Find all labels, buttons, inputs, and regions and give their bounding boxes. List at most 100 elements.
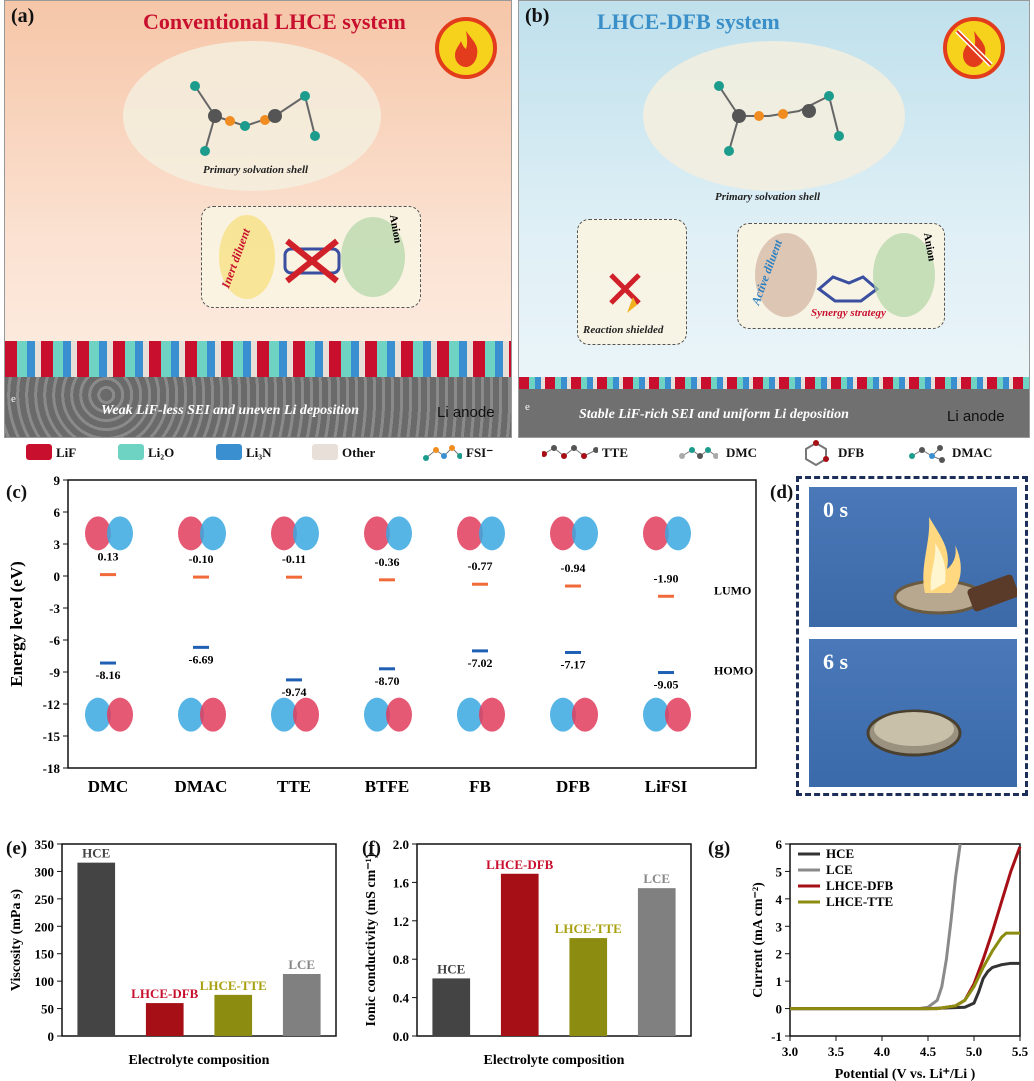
panel-a-schematic: (a) Conventional LHCE system Primary sol… xyxy=(4,0,512,438)
y-tick-label-c: -15 xyxy=(43,729,61,744)
solvation-cluster-icon xyxy=(190,81,320,156)
conductivity-bar-chart: 0.0 0.4 0.8 1.2 1.6 2.0 Ionic conductivity (mS… xyxy=(364,837,692,1068)
bar-e xyxy=(282,974,321,1036)
bar-label-f: LHCE-DFB xyxy=(486,857,554,872)
legend-swatch-li3n xyxy=(216,444,242,460)
y-tick-label-f: 1.2 xyxy=(393,914,409,929)
lumo-value-label: -0.36 xyxy=(375,555,400,569)
bar-label-e: LHCE-DFB xyxy=(131,986,199,1001)
category-label-c: DMAC xyxy=(175,777,228,796)
legend-label-dfb: DFB xyxy=(838,445,864,460)
y-tick-label-e: 300 xyxy=(35,864,55,879)
plot-frame-c xyxy=(67,479,757,769)
x-tick-label-g: 3.5 xyxy=(828,1044,845,1059)
legend-swatch-li2o xyxy=(118,444,144,460)
bar-f xyxy=(637,888,676,1036)
bar-f xyxy=(569,938,608,1036)
x-tick-label-g: 5.5 xyxy=(1012,1044,1029,1059)
panel-c-label: (c) xyxy=(6,482,28,503)
y-tick-label-g: 6 xyxy=(776,837,783,852)
y-axis-label-g: Current (mA cm⁻²) xyxy=(751,882,766,998)
dmc-molecule-icon xyxy=(679,447,718,459)
panel-e-label: (e) xyxy=(6,838,28,859)
y-tick-label-c: -18 xyxy=(43,761,61,776)
y-tick-label-g: 1 xyxy=(776,974,783,989)
y-axis-label-f: Ionic conductivity (mS cm⁻¹) xyxy=(364,853,379,1026)
bar-e xyxy=(77,862,116,1036)
viscosity-bar-chart: 0 50 100 150 200 250 300 350 Viscosity (mPa s) El… xyxy=(9,837,337,1068)
reaction-shielded-label: Reaction shielded xyxy=(583,324,664,336)
y-tick-label-g: 0 xyxy=(776,1002,783,1017)
x-tick-label-g: 4.5 xyxy=(920,1044,937,1059)
lumo-orbital-lobe xyxy=(386,516,412,551)
homo-orbital-lobe xyxy=(271,697,297,732)
lumo-orbital-lobe xyxy=(643,516,669,551)
y-tick-label-c: 6 xyxy=(54,505,61,520)
legend-label-g: LCE xyxy=(826,862,853,877)
homo-value-label: -9.05 xyxy=(654,678,679,692)
series-line-g xyxy=(790,961,1020,1011)
x-tick-label-g: 4.0 xyxy=(874,1044,890,1059)
crossed-handshake-icon xyxy=(283,238,341,284)
bar-label-e: HCE xyxy=(82,846,110,861)
y-tick-label-e: 150 xyxy=(35,947,55,962)
photo-6s: 6 s xyxy=(809,639,1017,787)
homo-value-label: -8.70 xyxy=(375,674,400,688)
homo-orbital-lobe xyxy=(293,697,319,732)
homo-orbital-lobe xyxy=(85,697,111,732)
tte-molecule-icon xyxy=(542,445,598,459)
lumo-orbital-lobe xyxy=(271,516,297,551)
y-tick-label-c: -9 xyxy=(49,665,60,680)
lumo-value-label: -0.10 xyxy=(189,552,214,566)
y-tick-label-c: 9 xyxy=(54,473,61,488)
homo-orbital-lobe xyxy=(665,697,691,732)
lumo-orbital-lobe xyxy=(364,516,390,551)
bar-f xyxy=(432,978,471,1036)
y-tick-label-f: 0.0 xyxy=(393,1029,409,1044)
handshake-icon xyxy=(816,275,880,303)
sei-layer-a xyxy=(5,341,511,377)
solvation-cluster-icon-b xyxy=(714,81,844,156)
lumo-orbital-lobe xyxy=(200,516,226,551)
lumo-value-label: -0.94 xyxy=(561,561,586,575)
lumo-orbital-lobe xyxy=(550,516,576,551)
lumo-series-label: LUMO xyxy=(714,583,751,597)
series-line-g xyxy=(790,931,1020,1011)
legend-label-g: HCE xyxy=(826,846,854,861)
legend-label-fsi: FSI⁻ xyxy=(466,445,494,460)
homo-orbital-lobe xyxy=(643,697,669,732)
panel-f-label: (f) xyxy=(362,838,381,859)
shell-caption-a: Primary solvation shell xyxy=(203,164,309,176)
legend-label-other: Other xyxy=(342,445,376,460)
category-label-c: DMC xyxy=(88,777,129,796)
photo-time-0s: 0 s xyxy=(823,497,849,522)
homo-value-label: -9.74 xyxy=(282,685,307,699)
category-label-c: TTE xyxy=(277,777,311,796)
sei-layer-b xyxy=(519,377,1029,389)
homo-orbital-lobe xyxy=(107,697,133,732)
bar-label-f: LCE xyxy=(643,871,670,886)
panel-a-title: Conventional LHCE system xyxy=(143,9,406,34)
anode-label-b: Li anode xyxy=(947,408,1005,425)
y-tick-label-g: 4 xyxy=(776,892,783,907)
lumo-orbital-lobe xyxy=(178,516,204,551)
lumo-orbital-lobe xyxy=(457,516,483,551)
panel-g-label: (g) xyxy=(708,838,731,859)
y-tick-label-e: 200 xyxy=(35,919,55,934)
x-axis-label-f: Electrolyte composition xyxy=(484,1053,625,1068)
y-tick-label-e: 350 xyxy=(35,837,55,852)
lumo-orbital-lobe xyxy=(107,516,133,551)
legend-label-g: LHCE-DFB xyxy=(826,878,894,893)
homo-value-label: -7.02 xyxy=(468,656,493,670)
species-legend: LiF Li₂O Li₃N Other FSI⁻ TTE DMC DFB DMA… xyxy=(0,440,1034,468)
legend-swatch-other xyxy=(312,444,338,460)
legend-label-dmac: DMAC xyxy=(952,445,993,460)
homo-series-label: HOMO xyxy=(714,664,753,678)
y-tick-label-f: 0.8 xyxy=(393,952,410,967)
shield-cross-icon xyxy=(609,273,641,313)
lumo-orbital-lobe xyxy=(479,516,505,551)
solvation-shell-oval xyxy=(123,41,381,191)
y-tick-label-g: -1 xyxy=(771,1029,782,1044)
legend-label-g: LHCE-TTE xyxy=(826,894,893,909)
lumo-orbital-lobe xyxy=(665,516,691,551)
